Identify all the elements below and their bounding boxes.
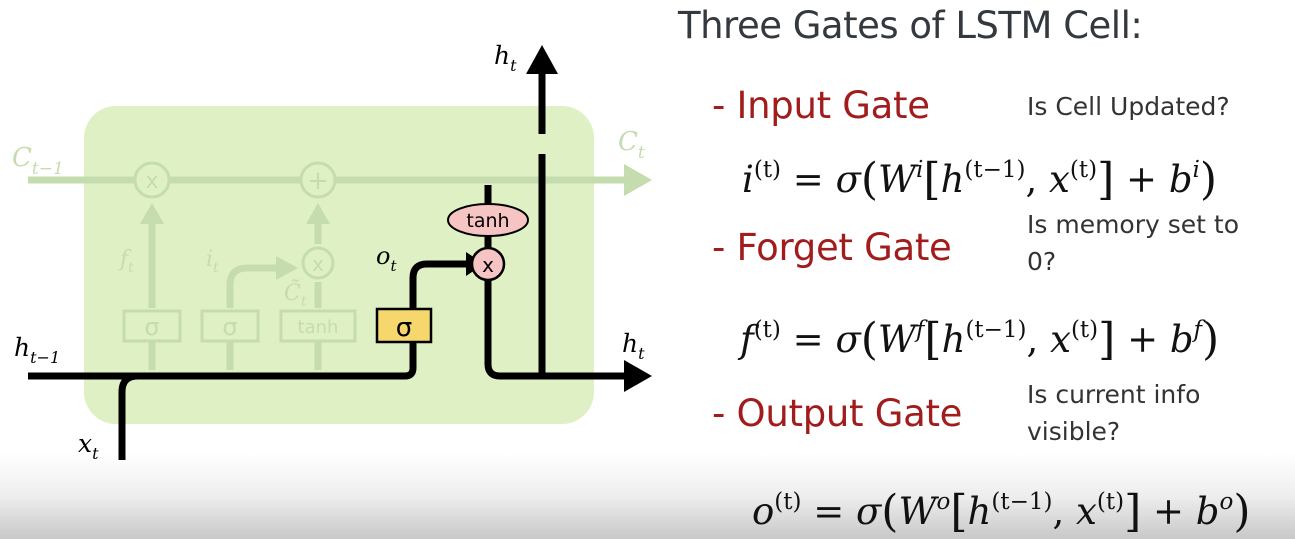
svg-text:σ: σ xyxy=(396,313,412,343)
forget-gate-title: - Forget Gate xyxy=(712,226,952,269)
output-tanh-icon: tanh xyxy=(447,203,529,237)
input-gate-label: it xyxy=(206,247,219,276)
svg-text:tanh: tanh xyxy=(298,317,339,338)
svg-text:x: x xyxy=(482,253,494,277)
candidate-tanh-box: tanh xyxy=(279,309,357,343)
candidate-label: C̃t xyxy=(284,280,307,310)
forget-multiply-icon: x xyxy=(133,161,171,199)
output-multiply-icon: x xyxy=(470,246,506,282)
svg-text:x: x xyxy=(145,169,158,194)
lstm-cell-block xyxy=(84,106,594,424)
cell-add-icon: + xyxy=(299,161,337,199)
output-gate-title: - Output Gate xyxy=(712,392,963,435)
input-gate-formula: i(t) = σ(Wi[h(t−1), x(t)] + bi) xyxy=(742,154,1218,205)
hidden-out-top-label: ht xyxy=(494,41,517,75)
svg-text:x: x xyxy=(312,252,324,276)
svg-text:+: + xyxy=(307,166,329,196)
svg-text:tanh: tanh xyxy=(466,210,509,232)
forget-path xyxy=(148,222,322,370)
output-gate-path xyxy=(28,70,628,460)
hidden-out-right-label: ht xyxy=(622,329,645,363)
input-gate-title: - Input Gate xyxy=(712,84,930,127)
hidden-prev-label: ht−1 xyxy=(14,333,60,367)
output-cell-label: Ct xyxy=(618,127,645,163)
forget-gate-formula: f(t) = σ(Wf[h(t−1), x(t)] + bf) xyxy=(740,314,1220,365)
faded-arrowheads xyxy=(140,203,330,280)
output-gate-label: ot xyxy=(376,242,397,275)
svg-text:σ: σ xyxy=(144,313,159,341)
input-cell-label: Ct−1 xyxy=(12,143,64,179)
slide-title: Three Gates of LSTM Cell: xyxy=(678,4,1143,47)
input-multiply-icon: x xyxy=(301,246,335,280)
forget-gate-question: Is memory set to 0? xyxy=(1027,210,1239,276)
output-gate-formula: o(t) = σ(Wo[h(t−1), x(t)] + bo) xyxy=(752,486,1251,537)
svg-text:σ: σ xyxy=(222,313,237,341)
output-sigma-box: σ xyxy=(375,307,433,344)
lstm-diagram: x + x σ σ tanh Ct−1 Ct ft it C̃t xyxy=(12,41,652,463)
output-gate-question: Is current info visible? xyxy=(1027,380,1201,446)
input-x-label: xt xyxy=(78,429,99,463)
input-sigma-box: σ xyxy=(200,309,260,343)
forget-sigma-box: σ xyxy=(122,309,182,343)
input-gate-question: Is Cell Updated? xyxy=(1027,92,1230,121)
